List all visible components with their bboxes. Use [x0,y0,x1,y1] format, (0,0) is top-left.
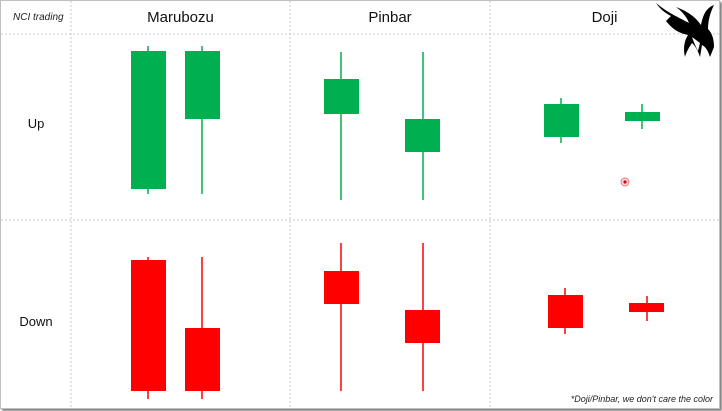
candle-pinbar-down-1 [324,243,359,391]
row-header-up: Up [27,116,45,131]
bull-logo-icon [656,3,714,57]
footnote: *Doji/Pinbar, we don't care the color [570,394,713,404]
column-header-pinbar: Pinbar [368,9,412,26]
candle-pinbar-down-2 [405,243,440,391]
candle-doji-up-1 [544,98,579,143]
marker-dot-icon [620,177,630,187]
candle-marubozu-up-1 [131,46,166,194]
candle-marubozu-down-1 [131,257,166,399]
candle-pinbar-up-1 [324,52,359,200]
column-header-doji: Doji [591,9,618,26]
candle-doji-down-1 [548,288,583,334]
row-header-down: Down [19,314,53,329]
corner-label: NCI trading [13,12,64,23]
candle-doji-down-2 [629,296,664,321]
column-header-marubozu: Marubozu [147,9,214,26]
candle-marubozu-down-2 [185,257,220,399]
candle-marubozu-up-2 [185,46,220,194]
candle-pinbar-up-2 [405,52,440,200]
candle-doji-up-2 [625,104,660,129]
